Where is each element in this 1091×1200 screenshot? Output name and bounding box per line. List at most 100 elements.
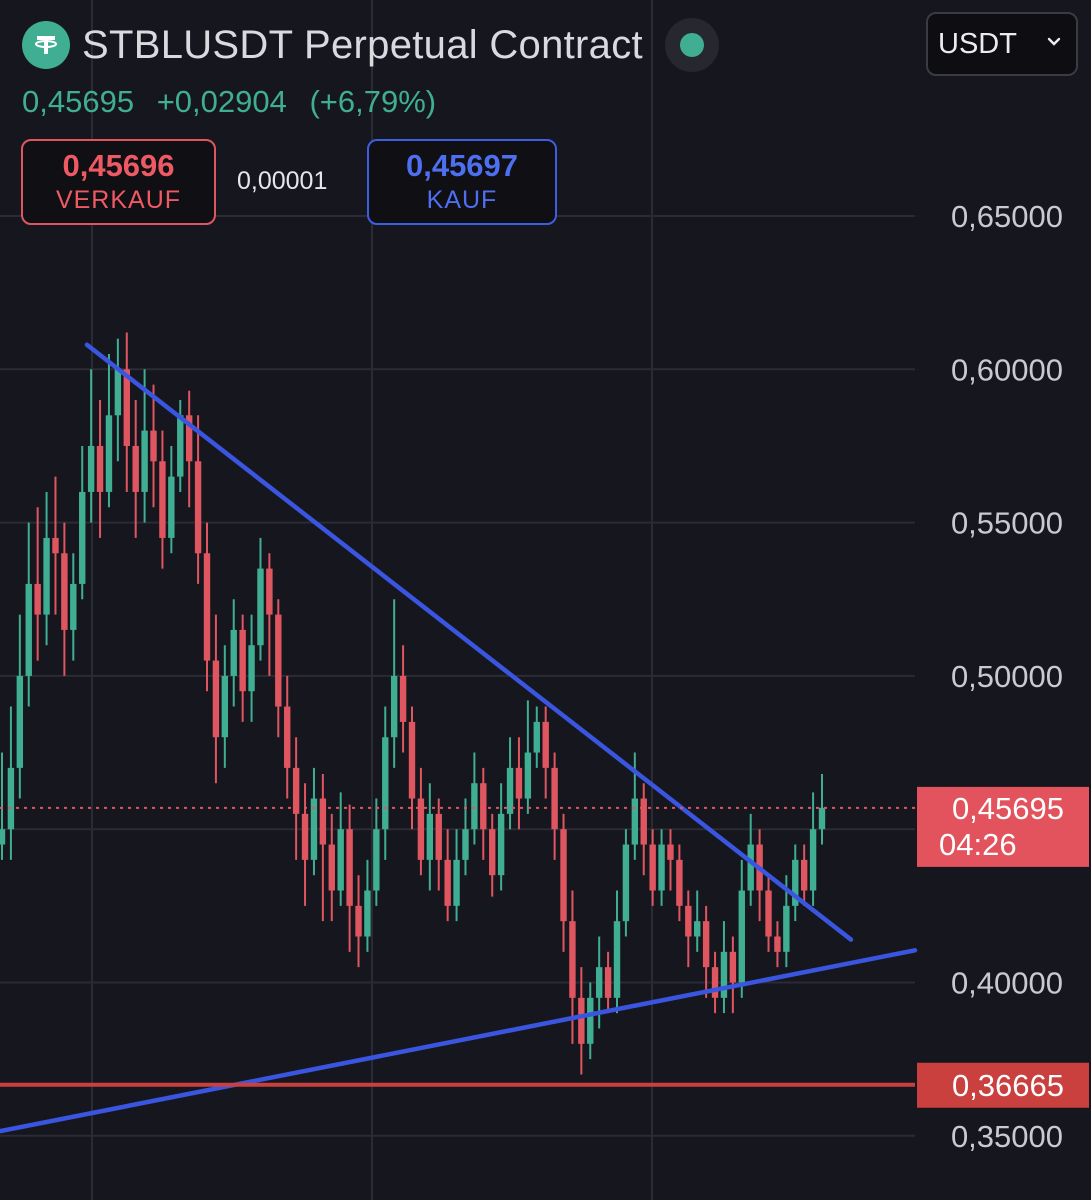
chart-header: STBLUSDT Perpetual Contract: [22, 18, 719, 72]
candle: [168, 445, 175, 554]
page-title: STBLUSDT Perpetual Contract: [82, 22, 643, 67]
candle: [729, 936, 737, 1014]
candle: [640, 783, 647, 876]
candle: [453, 829, 460, 922]
last-price: 0,45695: [22, 84, 135, 119]
support-price-label: 0,36665: [952, 1068, 1064, 1103]
y-tick-label: 0,55000: [951, 506, 1063, 541]
candle: [809, 792, 817, 906]
candle: [114, 338, 122, 462]
candle: [480, 767, 487, 860]
candle: [266, 553, 273, 676]
buy-button[interactable]: 0,45697 KAUF: [367, 139, 557, 225]
candle: [685, 890, 692, 968]
candle: [551, 752, 558, 860]
candle: [221, 645, 229, 768]
candle: [34, 507, 41, 661]
candle: [426, 783, 434, 891]
tether-logo-icon: [22, 21, 70, 69]
candle: [141, 369, 148, 523]
candle: [346, 804, 353, 952]
candle: [533, 706, 540, 768]
candle: [604, 951, 612, 1014]
candle: [390, 599, 398, 768]
candle: [52, 476, 59, 615]
candle: [720, 921, 728, 1014]
candlesticks: [0, 332, 826, 1075]
candle: [96, 399, 104, 538]
candle: [364, 859, 371, 952]
candle: [212, 614, 220, 784]
candle: [613, 890, 621, 1014]
candle: [774, 921, 781, 968]
candle: [132, 399, 139, 538]
buy-label: KAUF: [426, 186, 498, 214]
live-status-indicator: [664, 18, 719, 72]
candle: [622, 829, 630, 937]
sell-button[interactable]: 0,45696 VERKAUF: [21, 139, 216, 225]
price-change-percent: (+6,79%): [309, 84, 437, 119]
candle: [694, 890, 701, 952]
candle: [506, 737, 514, 830]
y-tick-label: 0,65000: [951, 199, 1063, 234]
candle: [87, 369, 95, 523]
candle: [230, 599, 237, 707]
candle: [676, 844, 683, 922]
candle: [185, 390, 193, 508]
price-levels: [0, 806, 915, 1087]
candle: [61, 522, 68, 676]
candle: [435, 798, 442, 891]
candle: [382, 706, 389, 860]
candle: [702, 905, 710, 998]
candle: [738, 859, 745, 998]
candle: [248, 614, 255, 722]
candle: [70, 553, 77, 661]
candle: [355, 875, 362, 968]
candle-countdown: 04:26: [939, 827, 1017, 862]
candle: [150, 384, 157, 508]
price-change: +0,02904: [156, 84, 287, 119]
candle: [444, 829, 451, 922]
y-tick-label: 0,50000: [951, 659, 1063, 694]
candle: [0, 752, 6, 860]
candle: [310, 767, 318, 876]
candle: [792, 844, 799, 922]
candle: [569, 890, 576, 1044]
candle: [123, 332, 130, 492]
candle: [275, 599, 282, 738]
candle: [667, 829, 674, 891]
current-price-label: 0,45695: [952, 791, 1064, 826]
candle: [319, 774, 327, 922]
candle: [159, 430, 166, 569]
support-price-tag: 0,36665: [917, 1062, 1089, 1108]
y-tick-label: 0,60000: [951, 352, 1063, 387]
candle: [711, 951, 719, 1014]
trendline-ascending[interactable]: [0, 948, 918, 1134]
trendline-descending[interactable]: [84, 342, 854, 942]
candle: [471, 752, 478, 845]
candle: [417, 767, 425, 876]
currency-select[interactable]: USDT: [926, 12, 1078, 76]
candle: [649, 829, 656, 906]
y-tick-label: 0,35000: [951, 1119, 1063, 1154]
candle: [515, 737, 523, 830]
candle: [257, 537, 264, 661]
candle: [301, 783, 309, 906]
candle: [239, 614, 246, 722]
candle: [79, 445, 86, 600]
candle: [292, 737, 300, 860]
candle: [399, 645, 407, 753]
candle: [284, 675, 291, 799]
candle: [497, 783, 505, 891]
sell-label: VERKAUF: [55, 186, 182, 214]
sell-price: 0,45696: [62, 148, 175, 183]
candle: [800, 844, 808, 906]
candle: [542, 706, 549, 799]
candle: [408, 706, 416, 830]
chevron-down-icon: [1047, 37, 1061, 46]
spread-value: 0,00001: [237, 167, 328, 195]
trendlines: [0, 342, 918, 1134]
candle: [560, 813, 567, 952]
